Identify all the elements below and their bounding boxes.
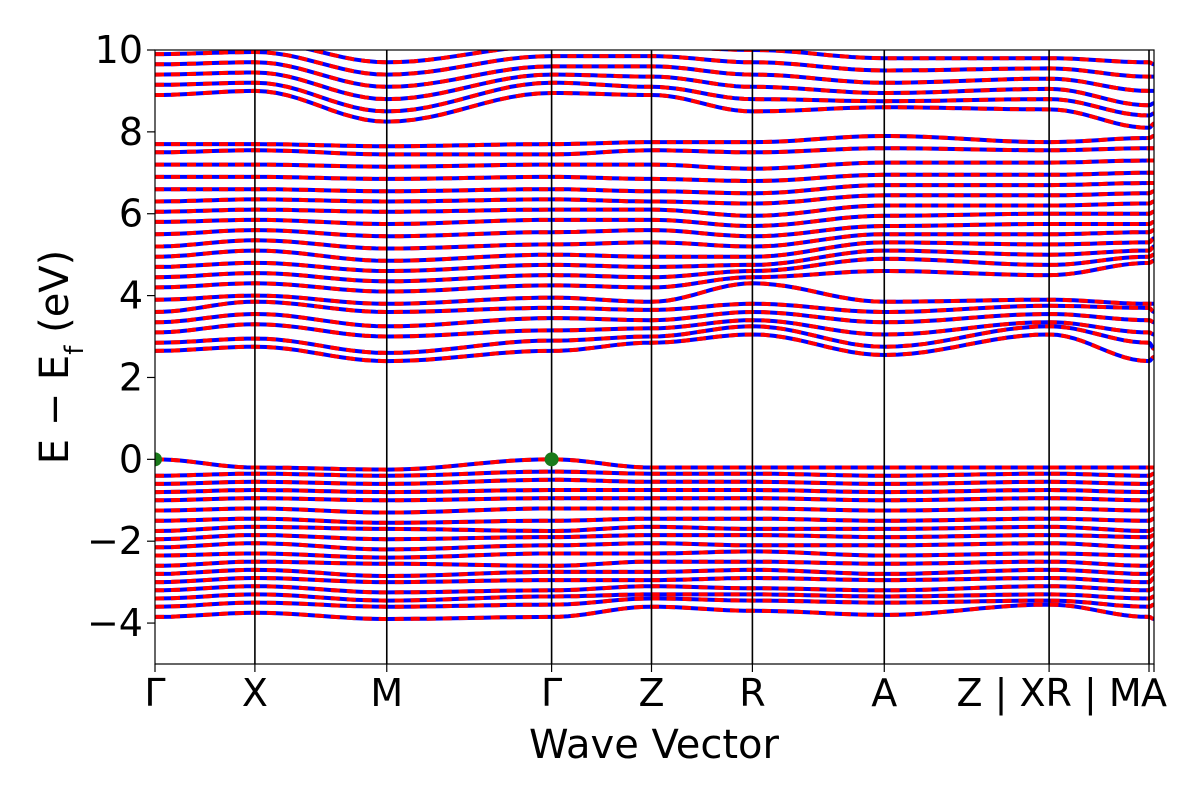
vbm-marker [544,452,559,467]
band-line [155,133,1154,149]
band-line [155,541,1154,552]
band-line [155,209,1154,229]
band-line [155,244,1154,274]
band-line [155,549,1154,560]
band-line [155,50,1154,79]
band-line [155,252,1154,284]
x-tick-label: A [1141,671,1167,715]
x-tick-label: Z [638,671,664,715]
band-line [155,170,1154,183]
x-tick-label: A [871,671,897,715]
x-tick-label: M [370,671,403,715]
band-line [155,219,1154,239]
x-tick-label: Γ [144,671,165,715]
y-tick-label: 4 [119,274,143,318]
band-line [155,299,1154,315]
band-line [155,457,1154,472]
y-axis-title: E − Ef (eV) [32,250,90,465]
band-line [155,559,1154,568]
band-line [155,575,1154,585]
band-line [155,496,1154,503]
band-line [155,281,1154,306]
band-line [155,228,1154,251]
x-tick-label: R [739,671,765,715]
band-line [155,592,1154,603]
band-line [155,516,1154,525]
y-tick-label: 0 [119,437,143,481]
band-line [155,189,1154,206]
band-line [155,469,1154,478]
band-line [155,584,1154,595]
y-ticks-layer: −4 −2 0 2 4 6 8 10 [87,28,155,645]
band-line [155,487,1154,495]
band-line [155,309,1154,329]
y-tick-label: 6 [119,192,143,236]
y-tick-label: 10 [95,28,143,72]
x-tick-label: Γ [541,671,562,715]
band-line [303,50,1154,67]
x-tick-label: Z | XR | M [957,671,1142,716]
band-line [155,602,1154,622]
band-line [155,181,1154,196]
band-line [155,533,1154,542]
band-line [155,158,1154,171]
band-line [155,88,1154,130]
x-axis-title: Wave Vector [529,722,780,768]
extrema-markers-layer [155,357,1191,467]
band-line [155,596,1154,609]
y-axis-title-unit: (eV) [32,250,78,346]
y-axis-title-main: E − E [32,355,78,465]
band-line [155,80,1154,118]
band-line [155,332,1154,364]
y-tick-label: −2 [87,519,143,563]
band-line [155,70,1154,108]
band-line [155,324,1154,355]
band-line [155,258,1154,294]
band-line [155,506,1154,515]
y-tick-label: 8 [119,110,143,154]
band-line [155,236,1154,263]
band-line [155,199,1154,218]
y-tick-label: −4 [87,601,143,645]
x-tick-label: X [242,671,268,715]
cbm-marker [1177,357,1191,371]
kpoint-lines-layer [254,50,1150,664]
band-line [155,524,1154,534]
band-line [155,318,1154,339]
vbm-marker [155,452,162,467]
band-line [155,567,1154,579]
band-line [155,88,1154,130]
bands-layer [155,50,1154,622]
band-line [155,477,1154,486]
band-line [155,60,1154,93]
plot-frame [154,49,1155,665]
y-tick-label: 2 [119,355,143,399]
y-axis-title-sub: f [60,345,90,355]
band-line [155,146,1154,157]
